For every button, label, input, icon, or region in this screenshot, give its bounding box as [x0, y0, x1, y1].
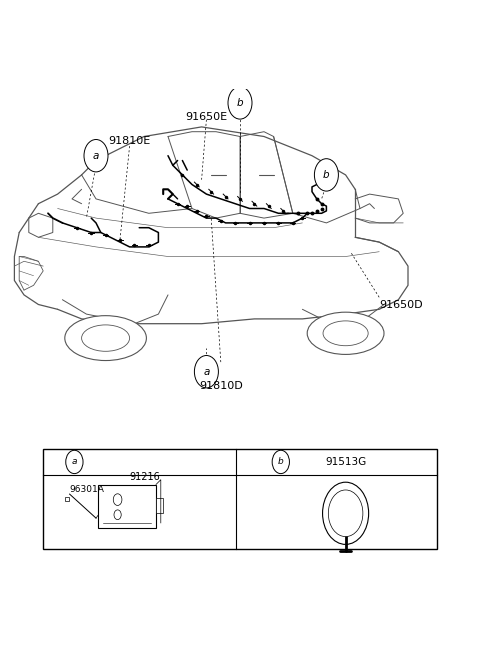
Text: b: b [323, 170, 330, 180]
Bar [98, 484, 156, 528]
Text: b: b [278, 457, 284, 466]
Bar [43, 449, 437, 549]
Ellipse shape [323, 482, 369, 545]
Ellipse shape [228, 87, 252, 119]
Text: 91650D: 91650D [379, 300, 423, 309]
Ellipse shape [328, 490, 363, 537]
Ellipse shape [114, 510, 121, 520]
Ellipse shape [84, 139, 108, 172]
Text: a: a [93, 150, 99, 161]
Text: 91513G: 91513G [325, 457, 366, 467]
Ellipse shape [65, 315, 146, 361]
Text: 91650E: 91650E [185, 112, 228, 122]
Ellipse shape [82, 325, 130, 351]
Ellipse shape [272, 450, 289, 474]
Ellipse shape [194, 355, 218, 388]
Ellipse shape [323, 321, 368, 346]
Text: a: a [203, 367, 210, 376]
Text: 96301A: 96301A [70, 485, 105, 494]
Text: 91810D: 91810D [199, 381, 243, 391]
Bar [156, 498, 163, 512]
Text: b: b [237, 98, 243, 108]
Text: 91810E: 91810E [108, 136, 151, 147]
Text: 91216: 91216 [130, 472, 160, 482]
Ellipse shape [314, 159, 338, 191]
Ellipse shape [66, 450, 83, 474]
Ellipse shape [113, 494, 122, 505]
Ellipse shape [307, 312, 384, 354]
Text: a: a [72, 457, 77, 466]
